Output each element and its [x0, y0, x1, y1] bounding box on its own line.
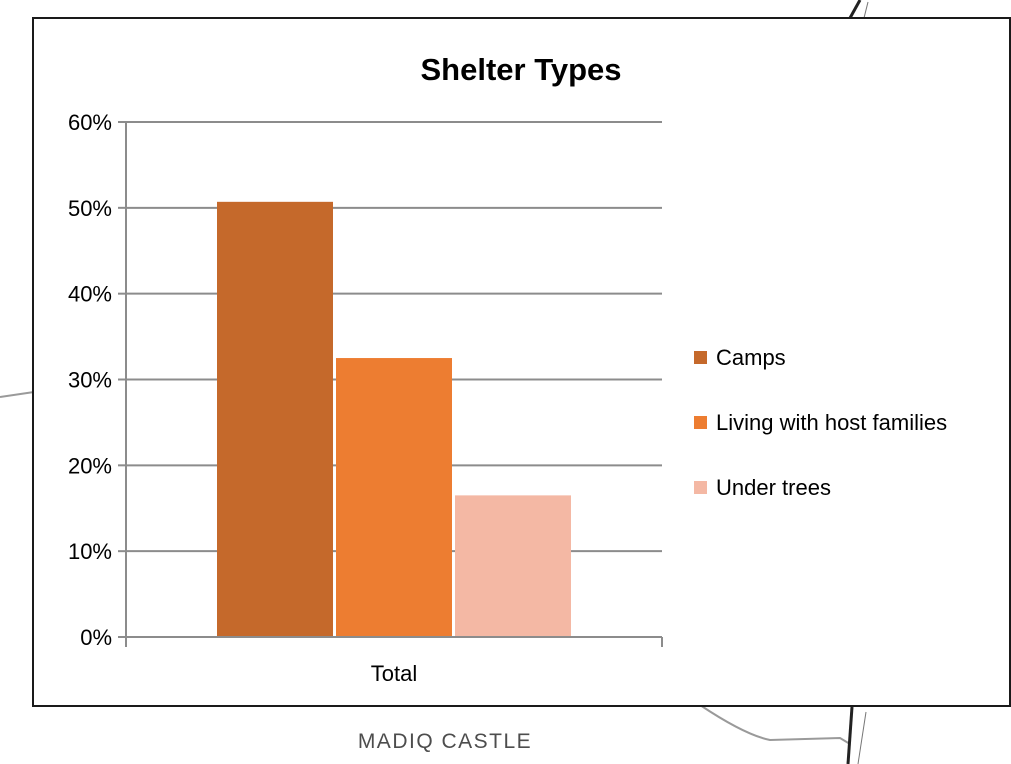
y-tick-label: 10%: [68, 539, 112, 564]
legend-label: Under trees: [716, 475, 831, 500]
chart-title: Shelter Types: [420, 52, 621, 87]
y-tick-label: 40%: [68, 282, 112, 307]
y-tick-label: 20%: [68, 453, 112, 478]
legend-swatch: [694, 351, 707, 364]
bar-1: [336, 358, 452, 637]
x-tick-label: Total: [371, 661, 417, 686]
bars: [217, 201, 571, 637]
legend-label: Living with host families: [716, 410, 947, 435]
legend-swatch: [694, 416, 707, 429]
bar-0: [217, 201, 333, 637]
y-tick-label: 0%: [80, 625, 112, 650]
legend-label: Camps: [716, 345, 786, 370]
y-tick-label: 50%: [68, 196, 112, 221]
bar-2: [455, 495, 571, 637]
x-axis-ticks: Total: [371, 661, 417, 686]
y-axis-ticks: 0% 10% 20% 30% 40% 50% 60%: [68, 110, 126, 650]
legend: Camps Living with host families Under tree…: [694, 345, 947, 500]
page-caption: MADIQ CASTLE: [357, 730, 533, 753]
legend-swatch: [694, 481, 707, 494]
axes: [125, 122, 663, 647]
y-tick-label: 30%: [68, 368, 112, 393]
y-tick-label: 60%: [68, 110, 112, 135]
bar-chart: Shelter Types 0% 10% 20% 30% 40% 50% 60% Total…: [68, 52, 947, 686]
chart-frame: Shelter Types 0% 10% 20% 30% 40% 50% 60% Total…: [32, 17, 1011, 707]
